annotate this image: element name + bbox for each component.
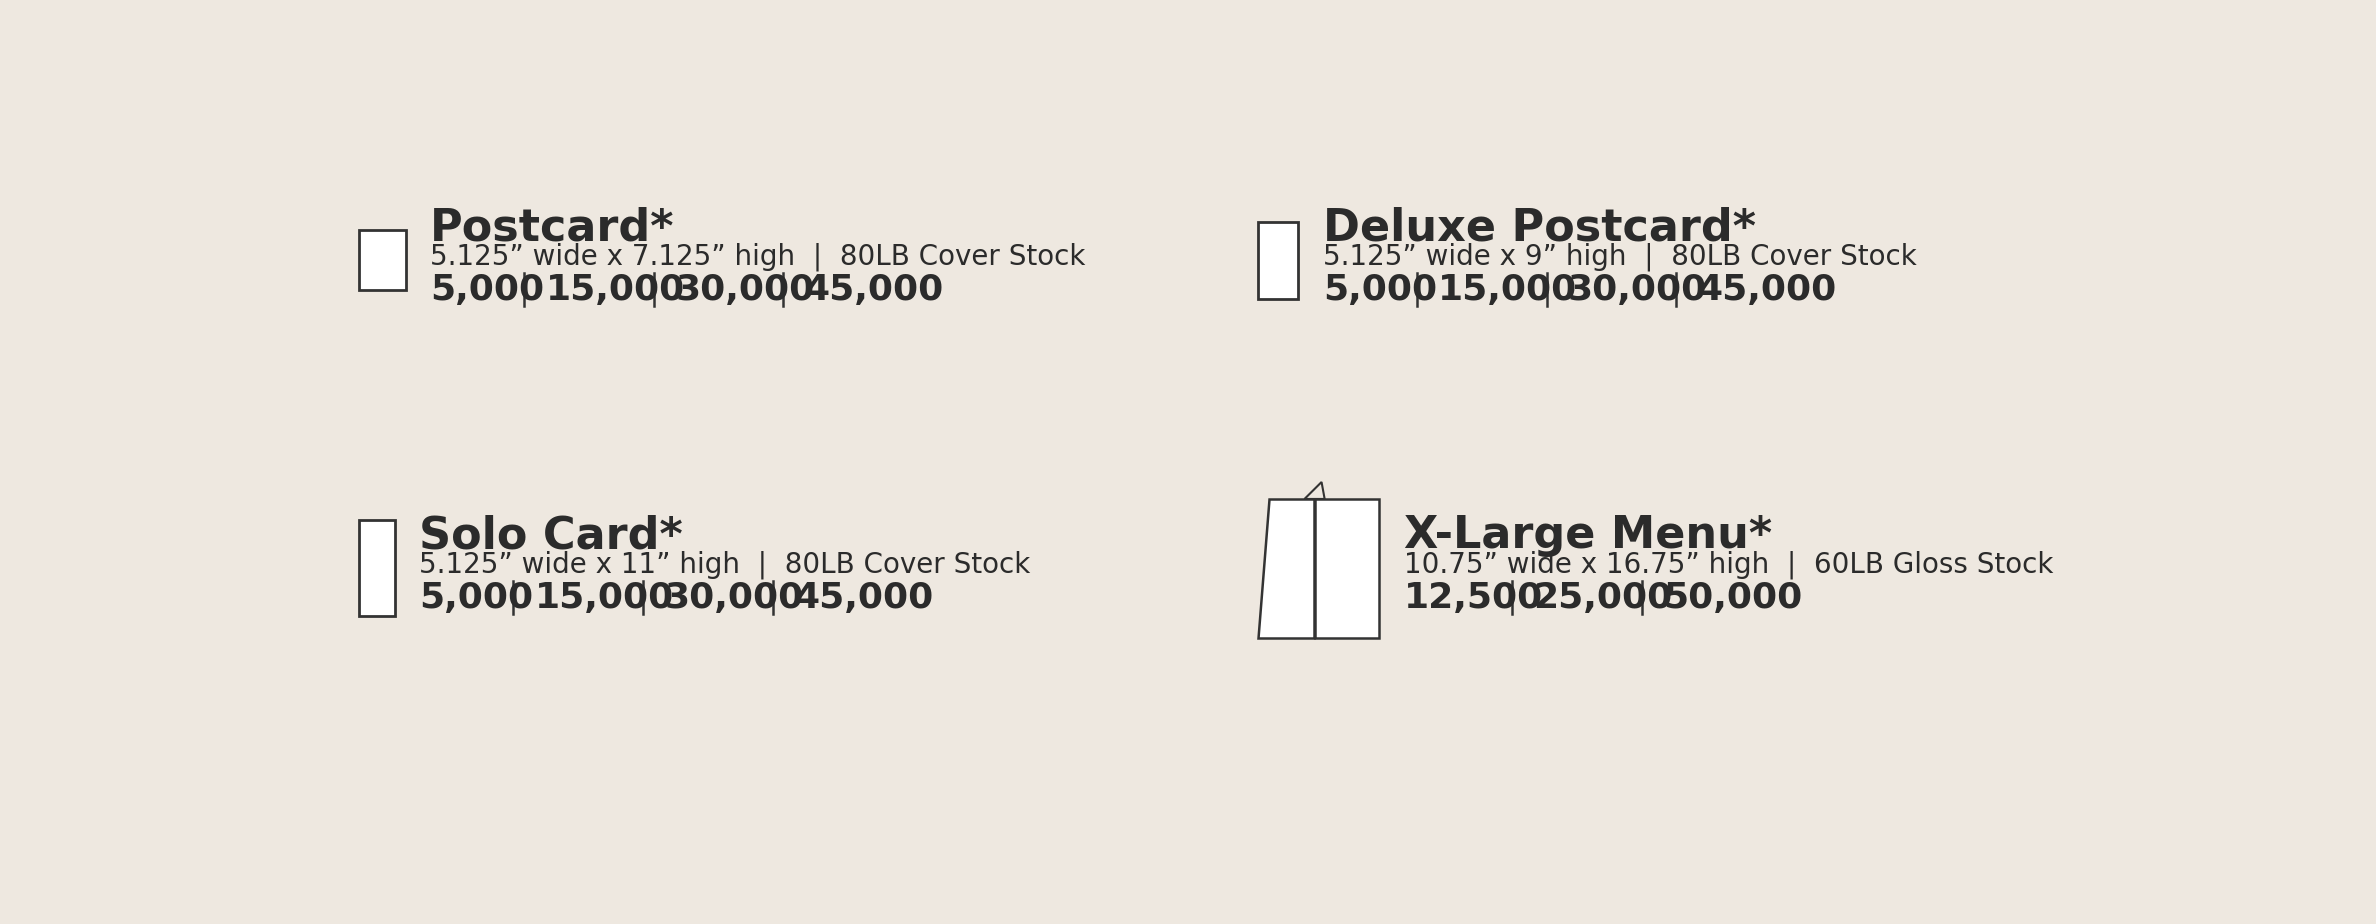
Text: 15,000: 15,000 — [546, 273, 684, 307]
Bar — [359, 520, 394, 616]
Polygon shape — [1257, 499, 1314, 638]
Text: X-Large Menu*: X-Large Menu* — [1404, 515, 1772, 557]
Text: 15,000: 15,000 — [535, 580, 675, 614]
Polygon shape — [1304, 482, 1326, 499]
Text: 5,000: 5,000 — [1323, 273, 1437, 307]
Text: 5.125” wide x 9” high  |  80LB Cover Stock: 5.125” wide x 9” high | 80LB Cover Stock — [1323, 242, 1917, 271]
Bar — [359, 230, 406, 290]
Bar — [1316, 499, 1378, 638]
Text: 30,000: 30,000 — [1568, 273, 1708, 307]
Text: 15,000: 15,000 — [1437, 273, 1578, 307]
Text: 5.125” wide x 11” high  |  80LB Cover Stock: 5.125” wide x 11” high | 80LB Cover Stoc… — [421, 550, 1031, 578]
Text: Deluxe Postcard*: Deluxe Postcard* — [1323, 206, 1756, 249]
Text: 5.125” wide x 7.125” high  |  80LB Cover Stock: 5.125” wide x 7.125” high | 80LB Cover S… — [430, 242, 1086, 271]
Text: 12,500: 12,500 — [1404, 580, 1542, 614]
Text: Solo Card*: Solo Card* — [421, 515, 684, 557]
Text: 30,000: 30,000 — [675, 273, 815, 307]
Text: 45,000: 45,000 — [794, 580, 934, 614]
Bar — [1257, 222, 1297, 298]
Text: 45,000: 45,000 — [805, 273, 943, 307]
Text: Postcard*: Postcard* — [430, 206, 675, 249]
Text: 25,000: 25,000 — [1533, 580, 1673, 614]
Text: 30,000: 30,000 — [665, 580, 803, 614]
Text: 10.75” wide x 16.75” high  |  60LB Gloss Stock: 10.75” wide x 16.75” high | 60LB Gloss S… — [1404, 550, 2053, 578]
Text: 5,000: 5,000 — [421, 580, 535, 614]
Text: 50,000: 50,000 — [1663, 580, 1803, 614]
Text: 45,000: 45,000 — [1696, 273, 1837, 307]
Text: 5,000: 5,000 — [430, 273, 544, 307]
